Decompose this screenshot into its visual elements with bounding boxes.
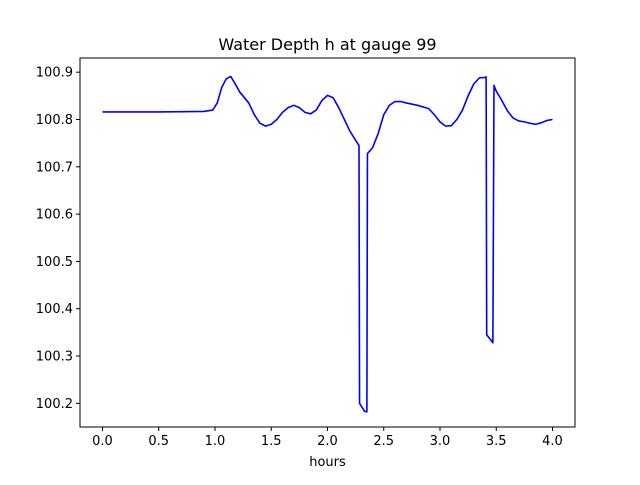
chart-title: Water Depth h at gauge 99: [218, 35, 436, 54]
y-tick-label: 100.9: [36, 66, 73, 81]
y-axis-ticks: 100.2 100.3 100.4 100.5 100.6 100.7 100.8 100.9: [36, 66, 80, 412]
y-tick-label: 100.8: [36, 113, 73, 128]
x-tick-label: 1.5: [261, 434, 282, 449]
y-tick-label: 100.3: [36, 350, 73, 365]
y-tick-label: 100.5: [36, 255, 73, 270]
x-tick-label: 2.0: [317, 434, 338, 449]
x-tick-label: 1.0: [205, 434, 226, 449]
x-tick-label: 0.0: [92, 434, 113, 449]
y-tick-label: 100.2: [36, 397, 73, 412]
x-axis-label: hours: [309, 455, 346, 470]
x-axis-ticks: 0.0 0.5 1.0 1.5 2.0 2.5 3.0 3.5 4.0: [92, 427, 563, 449]
x-tick-label: 0.5: [148, 434, 169, 449]
x-tick-label: 3.0: [430, 434, 451, 449]
y-tick-label: 100.4: [36, 302, 73, 317]
plot-area: [102, 75, 553, 413]
y-tick-label: 100.7: [36, 160, 73, 175]
axes-frame: [79, 57, 576, 428]
x-tick-label: 3.5: [486, 434, 507, 449]
y-tick-label: 100.6: [36, 208, 73, 223]
series-line: [102, 75, 553, 413]
x-tick-label: 4.0: [542, 434, 563, 449]
x-tick-label: 2.5: [373, 434, 394, 449]
